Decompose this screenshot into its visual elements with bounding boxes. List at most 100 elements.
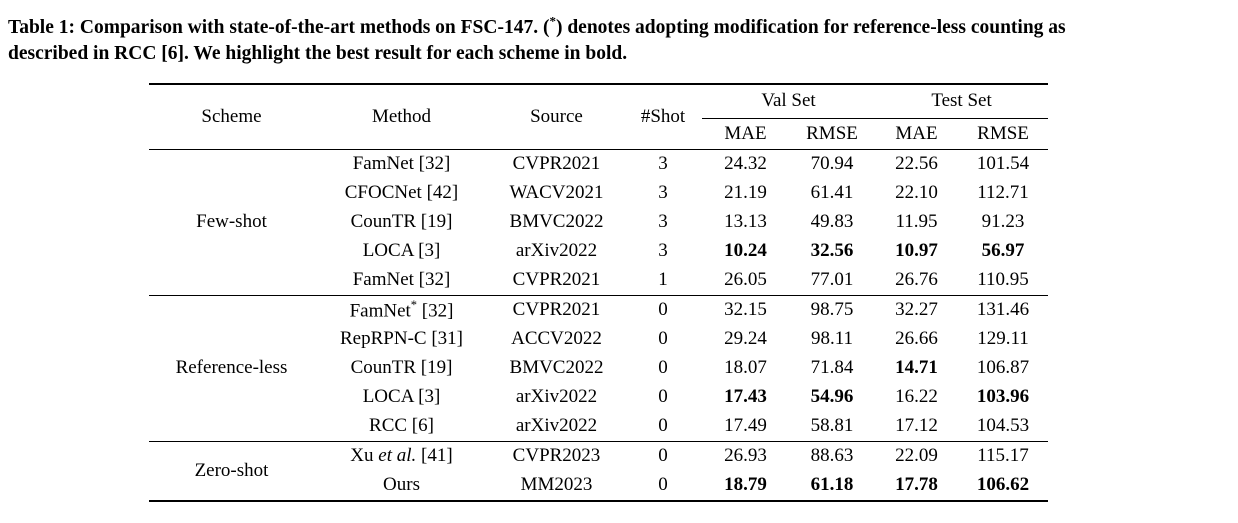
col-header-scheme: Scheme	[201, 105, 262, 127]
caption-line1: Table 1: Comparison with state-of-the-ar…	[8, 13, 1066, 38]
caption-line2: described in RCC [6]. We highlight the b…	[8, 42, 628, 64]
method-cell: Xu et al. [41]	[350, 445, 453, 467]
method-cell: CounTR [19]	[350, 211, 453, 233]
metric-value: 56.97	[981, 240, 1025, 262]
metric-value: 13.13	[724, 211, 767, 233]
shot-cell: 0	[658, 386, 668, 408]
source-cell: CVPR2021	[512, 153, 601, 175]
shot-cell: 0	[658, 328, 668, 350]
scheme-group: Few-shot FamNet [32] CVPR2021 3 24.32 70.94 22…	[149, 149, 1049, 296]
group-header-test-set: Test Set	[875, 83, 1049, 119]
metric-value: 18.07	[724, 357, 767, 379]
shot-cell: 1	[658, 269, 668, 291]
metric-value: 103.96	[976, 386, 1030, 408]
metric-value: 10.24	[724, 240, 767, 262]
method-cell: RCC [6]	[369, 415, 434, 437]
table-caption: Table 1: Comparison with state-of-the-ar…	[8, 12, 1230, 67]
shot-cell: 3	[658, 240, 668, 262]
metric-value: 91.23	[981, 211, 1025, 233]
metric-value: 32.15	[724, 299, 767, 321]
table-row: CounTR [19] BMVC2022 0 18.07 71.84 14.71 106.8…	[149, 354, 1048, 383]
shot-cell: 0	[658, 299, 668, 321]
metric-value: 58.81	[810, 415, 854, 437]
metric-value: 104.53	[976, 415, 1030, 437]
source-cell: CVPR2021	[512, 299, 601, 321]
metric-value: 106.87	[976, 357, 1030, 379]
shot-cell: 0	[658, 445, 668, 467]
metric-value: 131.46	[976, 299, 1030, 321]
table-row: Zero-shot Xu et al. [41] CVPR2023 0 26.93 88.…	[149, 441, 1048, 481]
table-row: Few-shot FamNet [32] CVPR2021 3 24.32 70.94 22…	[149, 149, 1048, 232]
method-cell: LOCA [3]	[362, 240, 441, 262]
metric-value: 22.10	[895, 182, 938, 204]
metric-value: 49.83	[810, 211, 854, 233]
col-header-val-mae: MAE	[724, 122, 767, 144]
metric-value: 101.54	[976, 153, 1030, 175]
shot-cell: 3	[658, 153, 668, 175]
metric-value: 21.19	[724, 182, 767, 204]
metric-value: 71.84	[810, 357, 854, 379]
metric-value: 17.49	[724, 415, 767, 437]
scheme-group: Zero-shot Xu et al. [41] CVPR2023 0 26.93 88.…	[149, 441, 1049, 501]
source-cell: arXiv2022	[515, 415, 598, 437]
metric-value: 26.05	[724, 269, 767, 291]
metric-value: 26.66	[895, 328, 938, 350]
metric-value: 54.96	[810, 386, 854, 408]
source-cell: arXiv2022	[515, 240, 598, 262]
metric-value: 24.32	[724, 153, 767, 175]
source-cell: WACV2021	[509, 182, 604, 204]
table-header: Scheme Method Source #Shot Val Set Test …	[149, 83, 1049, 150]
table-row: LOCA [3] arXiv2022 3 10.24 32.56 10.97 56.97	[149, 237, 1048, 266]
col-header-test-mae: MAE	[895, 122, 938, 144]
metric-value: 17.78	[895, 474, 938, 496]
metric-value: 98.75	[810, 299, 854, 321]
method-cell: RepRPN-C [31]	[340, 328, 463, 350]
metric-value: 98.11	[810, 328, 854, 350]
metric-value: 26.76	[895, 269, 938, 291]
metric-value: 18.79	[724, 474, 767, 496]
metric-value: 88.63	[810, 445, 854, 467]
metric-value: 22.09	[895, 445, 938, 467]
method-cell: FamNet [32]	[352, 153, 451, 175]
shot-cell: 0	[658, 474, 668, 496]
col-header-method: Method	[371, 105, 432, 127]
method-cell: LOCA [3]	[362, 386, 441, 408]
metric-value: 16.22	[895, 386, 938, 408]
table-row: FamNet [32] CVPR2021 1 26.05 77.01 26.76 110.9…	[149, 266, 1048, 296]
metric-value: 61.18	[810, 474, 854, 496]
results-table: Scheme Method Source #Shot Val Set Test …	[149, 82, 1049, 502]
metric-value: 129.11	[977, 328, 1029, 350]
scheme-label: Reference-less	[175, 357, 288, 379]
metric-value: 29.24	[724, 328, 767, 350]
source-cell: BMVC2022	[509, 357, 604, 379]
method-cell: FamNet [32]	[352, 269, 451, 291]
metric-value: 17.12	[895, 415, 938, 437]
method-cell: CFOCNet [42]	[344, 182, 459, 204]
table-row: CFOCNet [42] WACV2021 3 21.19 61.41 22.10 112.…	[149, 179, 1048, 208]
metric-value: 115.17	[977, 445, 1029, 467]
shot-cell: 0	[658, 415, 668, 437]
scheme-group: Reference-less FamNet* [32] CVPR2021 0 32.15…	[149, 295, 1049, 441]
source-cell: ACCV2022	[511, 328, 602, 350]
source-cell: arXiv2022	[515, 386, 598, 408]
scheme-label: Zero-shot	[194, 459, 269, 481]
metric-value: 26.93	[724, 445, 767, 467]
shot-cell: 3	[658, 182, 668, 204]
metric-value: 22.56	[895, 153, 938, 175]
source-cell: CVPR2021	[512, 269, 601, 291]
metric-value: 112.71	[977, 182, 1029, 204]
metric-value: 11.95	[895, 211, 938, 233]
table-row: Reference-less FamNet* [32] CVPR2021 0 32.15…	[149, 295, 1048, 378]
asterisk-superscript: *	[549, 13, 556, 28]
col-header-val-rmse: RMSE	[806, 122, 858, 144]
method-cell: CounTR [19]	[350, 357, 453, 379]
metric-value: 70.94	[810, 153, 854, 175]
shot-cell: 0	[658, 357, 668, 379]
metric-value: 77.01	[810, 269, 854, 291]
col-header-source: Source	[530, 105, 583, 127]
table-row: LOCA [3] arXiv2022 0 17.43 54.96 16.22 103.96	[149, 383, 1048, 412]
method-cell: Ours	[383, 474, 420, 496]
group-header-val-set: Val Set	[702, 83, 876, 119]
metric-value: 32.27	[895, 299, 938, 321]
table-row: CounTR [19] BMVC2022 3 13.13 49.83 11.95 91.23	[149, 208, 1048, 237]
